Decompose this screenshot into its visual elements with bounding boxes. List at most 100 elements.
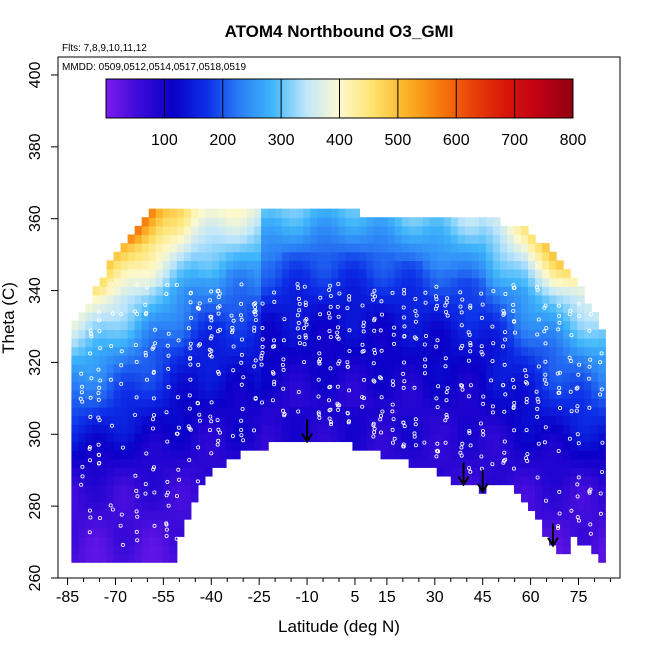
field-cell	[492, 406, 501, 417]
field-cell	[345, 312, 354, 322]
field-cell	[92, 544, 101, 555]
field-cell	[521, 355, 529, 365]
field-cell	[127, 544, 136, 555]
field-cell	[387, 450, 396, 460]
field-cell	[338, 294, 346, 305]
field-cell	[443, 277, 452, 287]
field-cell	[366, 432, 375, 443]
field-cell	[492, 217, 501, 227]
field-cell	[148, 475, 157, 486]
observation-point	[318, 295, 323, 300]
field-cell	[169, 355, 178, 365]
observation-point	[372, 318, 377, 323]
field-cell	[492, 458, 501, 468]
observation-point	[176, 338, 181, 343]
field-cell	[218, 286, 227, 296]
observation-point	[402, 324, 407, 329]
field-cell	[352, 398, 361, 408]
field-cell	[113, 501, 122, 512]
field-cell	[106, 346, 115, 356]
field-cell	[310, 346, 318, 356]
field-cell	[232, 208, 241, 218]
field-cell	[310, 415, 318, 425]
field-cell	[387, 320, 396, 330]
observation-point	[535, 475, 540, 480]
field-cell	[225, 251, 234, 261]
observation-point	[270, 398, 275, 403]
observation-point	[96, 309, 101, 314]
field-cell	[394, 432, 403, 443]
field-cell	[261, 398, 269, 408]
field-cell	[535, 467, 543, 477]
field-cell	[506, 415, 515, 425]
field-cell	[324, 268, 332, 279]
observation-point	[511, 302, 516, 307]
field-cell	[492, 398, 501, 408]
field-cell	[127, 501, 136, 512]
field-cell	[120, 389, 129, 399]
field-cell	[141, 312, 150, 322]
field-cell	[289, 217, 297, 227]
field-cell	[275, 217, 283, 227]
field-cell	[141, 493, 150, 503]
field-cell	[85, 450, 94, 460]
field-cell	[577, 510, 585, 520]
observation-point	[576, 518, 581, 523]
field-cell	[556, 467, 564, 477]
field-cell	[570, 346, 578, 356]
observation-point	[280, 408, 285, 413]
field-cell	[247, 234, 255, 244]
observation-point	[599, 351, 604, 356]
field-cell	[310, 372, 318, 382]
observation-point	[535, 414, 540, 419]
field-cell	[478, 286, 487, 296]
observation-point	[413, 417, 418, 422]
field-cell	[359, 389, 368, 399]
field-cell	[338, 363, 346, 374]
field-cell	[331, 398, 339, 408]
field-cell	[535, 415, 543, 425]
field-cell	[324, 398, 332, 408]
field-cell	[162, 217, 171, 227]
field-cell	[162, 450, 171, 460]
observation-point	[97, 418, 102, 423]
field-cell	[282, 355, 290, 365]
field-cell	[471, 389, 480, 399]
field-cell	[535, 337, 543, 348]
field-cell	[113, 544, 122, 555]
field-cell	[218, 329, 227, 339]
field-cell	[155, 501, 164, 512]
field-cell	[521, 268, 529, 279]
field-cell	[211, 398, 220, 408]
field-cell	[506, 320, 515, 330]
tropopause-arrows	[301, 419, 559, 548]
observation-point	[188, 346, 193, 351]
field-cell	[331, 320, 339, 330]
field-cell	[169, 475, 178, 486]
field-cell	[331, 294, 339, 305]
field-cell	[464, 381, 473, 391]
field-cell	[85, 432, 94, 443]
observation-point	[260, 344, 265, 349]
field-cell	[190, 225, 199, 236]
field-cell	[345, 217, 354, 227]
field-cell	[443, 372, 452, 382]
observation-point	[231, 368, 236, 373]
field-cell	[485, 441, 494, 451]
field-cell	[317, 320, 325, 330]
field-cell	[162, 501, 171, 512]
observation-point	[282, 411, 287, 416]
field-cell	[450, 363, 459, 374]
field-cell	[190, 389, 199, 399]
field-cell	[408, 260, 417, 270]
field-cell	[380, 389, 389, 399]
field-cell	[563, 320, 571, 330]
field-cell	[275, 363, 283, 374]
field-cell	[450, 458, 459, 468]
field-cell	[499, 346, 508, 356]
field-cell	[268, 268, 276, 279]
field-cell	[450, 320, 459, 330]
field-cell	[127, 424, 136, 434]
field-cell	[162, 510, 171, 520]
field-cell	[429, 329, 438, 339]
